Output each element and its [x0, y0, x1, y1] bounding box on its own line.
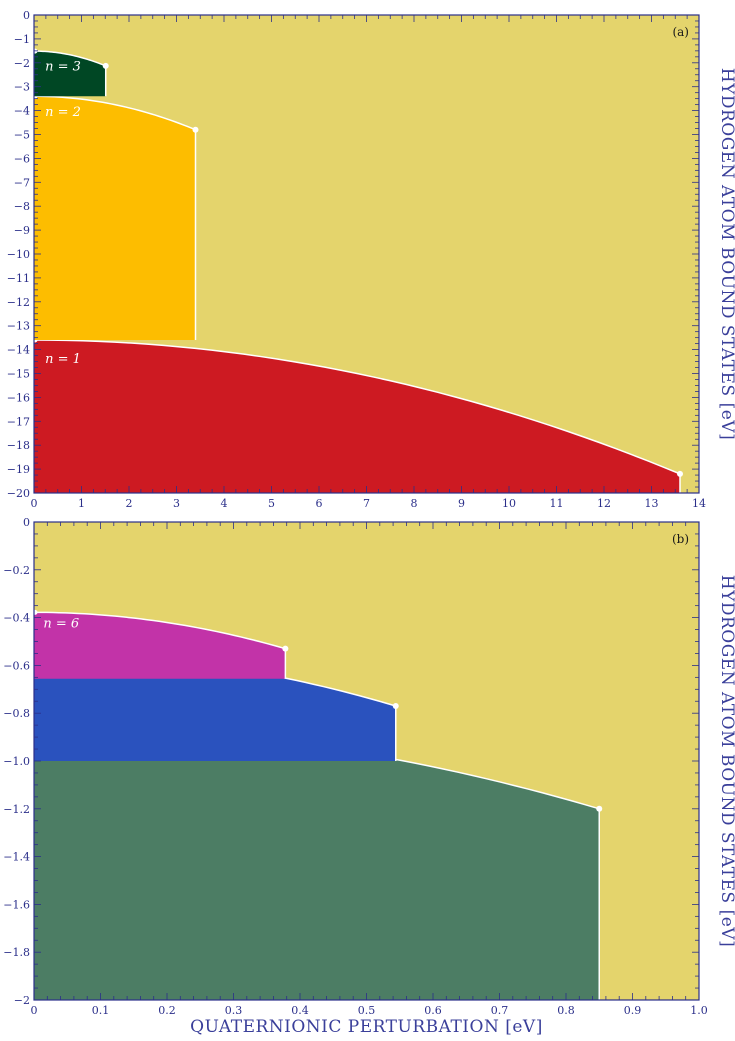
y-tick-label: 0: [23, 9, 30, 22]
x-tick-label: 11: [550, 497, 564, 510]
x-tick-label: 0: [31, 497, 38, 510]
x-tick-label: 1.0: [690, 1004, 708, 1017]
y-tick-label: −9: [14, 224, 30, 237]
region-n2: [34, 96, 196, 341]
y-tick-label: −16: [7, 391, 30, 404]
region-top-edge: [33, 611, 286, 650]
x-tick-label: 6: [316, 497, 323, 510]
x-tick-label: 0.9: [624, 1004, 642, 1017]
y-tick-label: −1.8: [3, 946, 30, 959]
region-n1: [34, 340, 680, 493]
y-tick-label: −11: [7, 272, 30, 285]
x-tick-label: 0.8: [557, 1004, 575, 1017]
x-tick-label: 0.7: [491, 1004, 509, 1017]
y-tick-label: −20: [7, 487, 30, 500]
y-tick-label: −8: [14, 200, 30, 213]
y-axis-label: HYDROGEN ATOM BOUND STATES [eV]: [717, 575, 735, 947]
y-tick-label: −14: [7, 344, 30, 357]
startpoint-marker: [32, 609, 38, 615]
series-label: n = 6: [43, 617, 79, 632]
y-tick-label: −15: [7, 368, 30, 381]
y-tick-label: −12: [7, 296, 30, 309]
y-tick-label: −1.0: [3, 755, 30, 768]
y-tick-label: −7: [14, 176, 30, 189]
x-tick-label: 0.6: [424, 1004, 442, 1017]
x-axis-label: QUATERNIONIC PERTURBATION [eV]: [190, 1017, 543, 1037]
endpoint-marker: [102, 62, 109, 69]
x-tick-label: 3: [173, 497, 180, 510]
x-tick-label: 0.5: [358, 1004, 376, 1017]
x-tick-label: 1: [78, 497, 85, 510]
y-tick-label: −6: [14, 152, 30, 165]
y-tick-label: −5: [14, 129, 30, 142]
panel-tag: (b): [672, 532, 689, 546]
endpoint-marker: [392, 703, 399, 710]
x-tick-label: 0.1: [92, 1004, 110, 1017]
y-tick-label: −1.4: [3, 851, 30, 864]
y-tick-label: −18: [7, 439, 30, 452]
endpoint-marker: [192, 126, 199, 133]
y-tick-label: −1.2: [3, 803, 30, 816]
region-n3: [34, 51, 106, 97]
x-tick-label: 9: [458, 497, 465, 510]
y-tick-label: −19: [7, 463, 30, 476]
y-tick-label: −17: [7, 415, 30, 428]
region-top-edge: [33, 339, 681, 475]
y-tick-label: −4: [14, 105, 30, 118]
x-tick-label: 8: [411, 497, 418, 510]
x-tick-label: 4: [221, 497, 228, 510]
y-tick-label: −2: [14, 994, 30, 1007]
series-label: n = 2: [45, 105, 81, 120]
panel-tag: (a): [672, 25, 689, 39]
y-tick-label: 0: [23, 516, 30, 529]
series-label: n = 3: [45, 59, 81, 74]
panel-a: n = 1n = 2n = 30 1 2 3 4 5 6 7 8 9 10 11 12 13 14−20−1…: [7, 9, 735, 510]
panel-b: n = 4n = 5n = 600.10.20.30.40.50.60.70.8…: [3, 516, 735, 1017]
series-label: n = 1: [45, 352, 81, 367]
x-tick-label: 12: [597, 497, 611, 510]
y-tick-label: −2: [14, 57, 30, 70]
x-tick-label: 2: [126, 497, 133, 510]
x-tick-label: 13: [645, 497, 659, 510]
x-tick-label: 0.2: [158, 1004, 176, 1017]
y-tick-label: −13: [7, 320, 30, 333]
y-axis-label: HYDROGEN ATOM BOUND STATES [eV]: [717, 68, 735, 440]
region-n5: [34, 652, 396, 761]
x-tick-label: 5: [268, 497, 275, 510]
x-tick-label: 7: [363, 497, 370, 510]
x-tick-label: 10: [502, 497, 516, 510]
y-tick-label: −1: [14, 33, 30, 46]
x-tick-label: 0.3: [225, 1004, 243, 1017]
region-top-edge: [33, 95, 196, 131]
endpoint-marker: [596, 805, 603, 812]
y-tick-label: −3: [14, 81, 30, 94]
y-tick-label: −0.6: [3, 659, 30, 672]
region-n6: [34, 612, 286, 679]
y-tick-label: −1.6: [3, 898, 30, 911]
endpoint-marker: [282, 645, 289, 652]
x-tick-label: 14: [692, 497, 706, 510]
y-tick-label: −10: [7, 248, 30, 261]
y-tick-label: −0.4: [3, 612, 30, 625]
y-tick-label: −0.2: [3, 564, 30, 577]
region-top-edge: [33, 50, 107, 67]
y-tick-label: −0.8: [3, 707, 30, 720]
region-n4: [34, 725, 600, 1000]
endpoint-marker: [677, 470, 683, 477]
x-tick-label: 0: [31, 1004, 38, 1017]
x-tick-label: 0.4: [291, 1004, 309, 1017]
